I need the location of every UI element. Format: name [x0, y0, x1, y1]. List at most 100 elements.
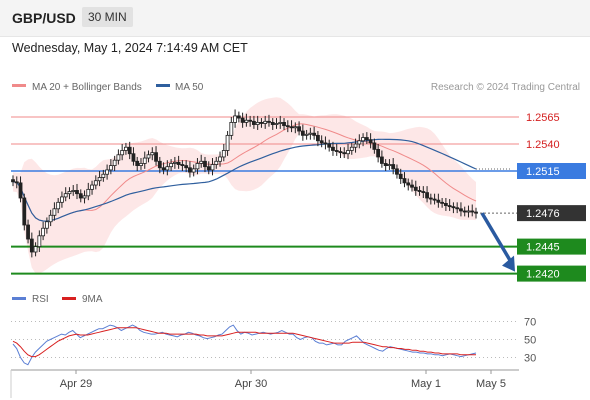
support-badge — [517, 265, 586, 282]
candle — [289, 126, 294, 129]
timeframe-button[interactable]: 30 MIN — [82, 7, 133, 27]
candle — [466, 210, 471, 213]
candle — [372, 142, 377, 150]
candle — [233, 115, 237, 123]
candle — [274, 123, 279, 125]
candle — [331, 146, 335, 151]
candle — [383, 163, 388, 167]
candle — [165, 166, 170, 171]
x-tick-label: May 5 — [476, 378, 506, 390]
ma50-line — [12, 138, 477, 222]
candle — [142, 157, 147, 164]
x-tick-label: May 1 — [411, 378, 441, 390]
candle — [282, 122, 286, 127]
datetime-label: Wednesday, May 1, 2024 7:14:49 AM CET — [12, 41, 248, 55]
candle — [161, 167, 166, 171]
candle — [334, 150, 339, 152]
support-badge — [517, 238, 586, 255]
support-label: 1.2420 — [526, 269, 560, 281]
pivot-badge — [517, 163, 586, 179]
candle — [470, 210, 475, 213]
candle — [319, 140, 324, 144]
candle — [255, 122, 260, 125]
candle — [210, 164, 215, 171]
ma50-legend-label: MA 50 — [175, 82, 204, 93]
resistance-label: 1.2565 — [526, 112, 560, 124]
candle — [180, 164, 185, 167]
rsi-ma9-line — [12, 327, 476, 358]
candle — [252, 120, 256, 125]
rsi-legend-swatch — [12, 297, 26, 300]
forecast-arrow — [480, 212, 514, 265]
ma20-line — [12, 123, 477, 222]
rsi-legend-label: RSI — [32, 294, 49, 305]
candle — [455, 207, 460, 210]
x-tick-label: Apr 29 — [60, 378, 92, 390]
candle — [169, 163, 173, 168]
candles-layer — [11, 109, 478, 258]
candle — [225, 134, 230, 151]
candle — [432, 198, 437, 201]
candle — [323, 142, 328, 145]
candle — [379, 156, 384, 164]
candle — [112, 159, 117, 166]
ma50-legend-swatch — [156, 84, 170, 87]
candle — [108, 165, 113, 171]
resistance-label: 1.2540 — [526, 139, 560, 151]
candle — [116, 154, 121, 161]
ma9-legend-label: 9MA — [82, 294, 103, 305]
candle — [135, 160, 140, 166]
ma20-legend-label: MA 20 + Bollinger Bands — [32, 82, 142, 93]
header-bar: GBP/USD 30 MIN — [0, 0, 590, 37]
candle — [338, 151, 343, 154]
candle — [221, 150, 226, 158]
last-price-badge — [517, 205, 586, 222]
candle — [447, 205, 452, 208]
candle — [139, 163, 143, 167]
ma9-legend-swatch — [62, 297, 76, 300]
x-axis-layer: Apr 29 Apr 30 May 1 May 5 — [10, 369, 519, 398]
candle — [124, 146, 128, 151]
candle — [218, 156, 222, 162]
candle — [37, 235, 42, 248]
candle — [191, 168, 196, 173]
rsi-tick-label: 30 — [524, 353, 536, 365]
candle — [240, 117, 245, 123]
candle — [364, 137, 369, 141]
candle — [312, 132, 317, 136]
candle — [86, 188, 91, 197]
candle — [41, 227, 46, 237]
rsi-tick-label: 50 — [524, 335, 536, 347]
candle — [421, 191, 426, 194]
candle — [18, 182, 23, 199]
last-price-label: 1.2476 — [526, 208, 560, 220]
forecast-arrow-head — [502, 255, 515, 272]
candle — [52, 208, 57, 216]
candle — [259, 122, 264, 124]
candle — [342, 152, 347, 155]
candle — [157, 160, 162, 169]
candle — [263, 120, 268, 124]
candle — [56, 201, 61, 210]
x-tick-label: Apr 30 — [235, 378, 267, 390]
candle — [361, 137, 365, 142]
candle — [75, 190, 79, 195]
moving-average-layer — [12, 123, 512, 222]
candle — [270, 122, 275, 125]
candle — [443, 202, 448, 206]
candle — [11, 179, 15, 183]
candle — [33, 246, 38, 253]
candle — [353, 143, 358, 148]
candle — [184, 165, 189, 169]
rsi-layer: 70 50 30 — [11, 317, 536, 366]
candle — [154, 152, 158, 162]
level-lines-layer — [11, 116, 519, 275]
candle — [93, 180, 98, 186]
candle — [188, 167, 192, 173]
candle — [417, 190, 422, 192]
candle — [278, 122, 283, 124]
candle — [440, 201, 445, 204]
candle — [304, 133, 309, 136]
forecast-layer — [480, 212, 515, 272]
